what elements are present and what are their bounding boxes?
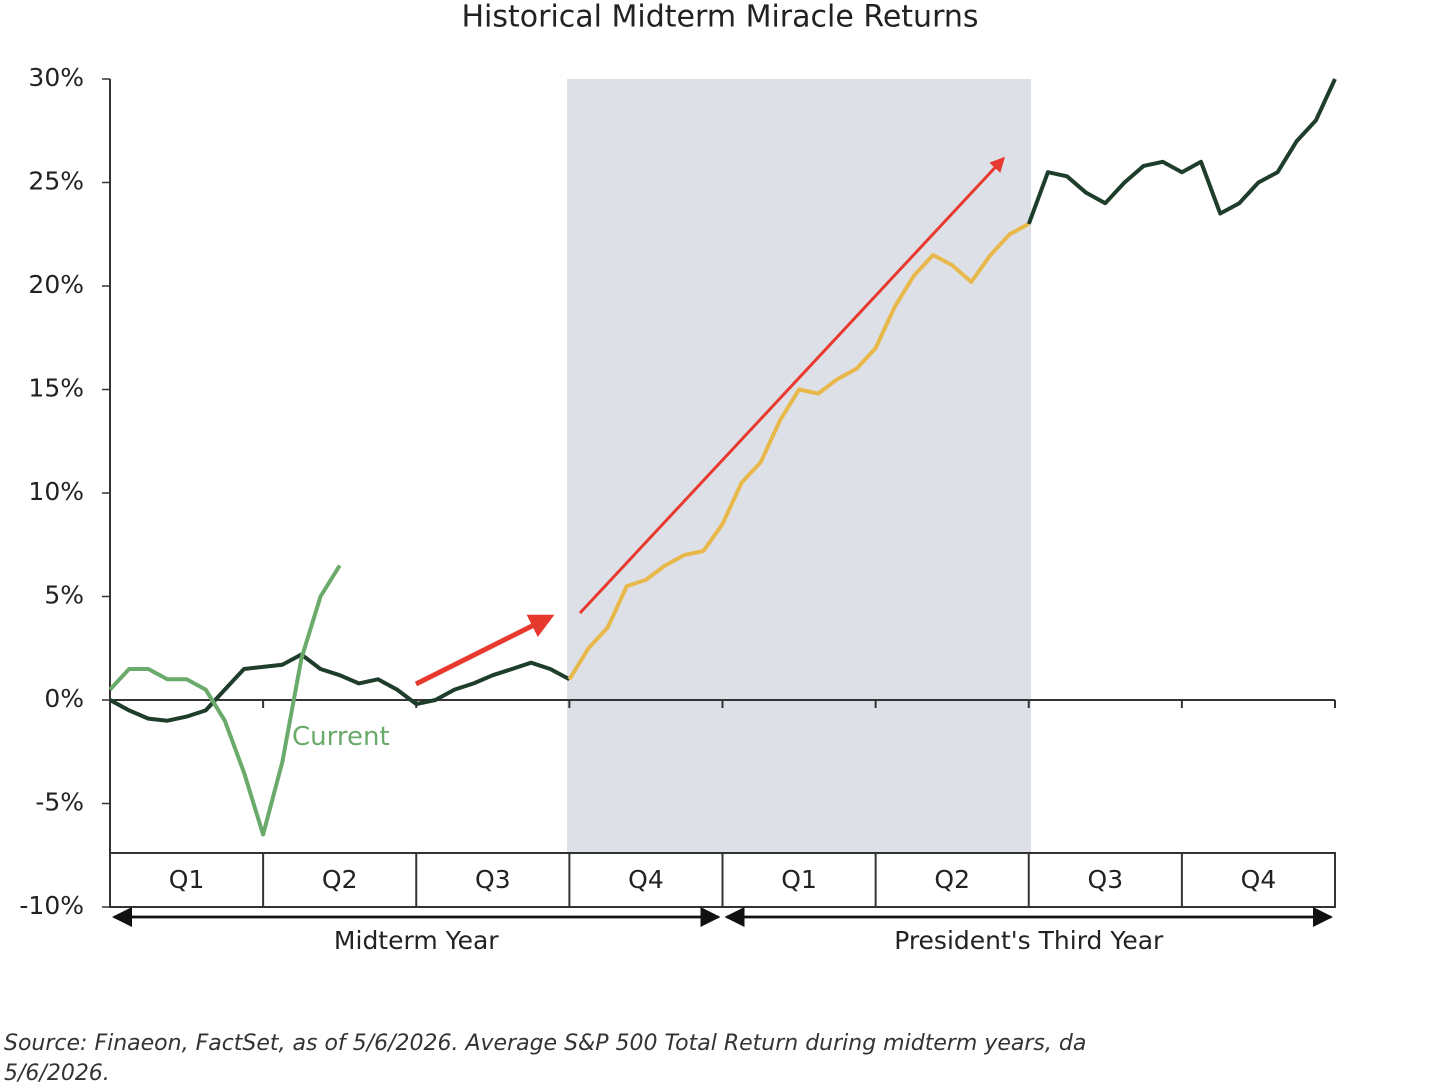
quarter-label: Q3 <box>1088 865 1124 894</box>
y-tick-label: 30% <box>28 63 84 92</box>
quarter-label: Q4 <box>628 865 664 894</box>
quarter-label: Q2 <box>934 865 970 894</box>
y-tick-label: 0% <box>44 684 84 713</box>
series-label: Current <box>292 722 390 752</box>
chart-title: Historical Midterm Miracle Returns <box>461 0 978 35</box>
annotation-arrow <box>414 614 555 687</box>
period-label: President's Third Year <box>894 926 1164 955</box>
annotation-arrow <box>578 156 1006 615</box>
quarter-label: Q1 <box>169 865 205 894</box>
series-line <box>567 222 1030 681</box>
series-line <box>108 564 342 837</box>
series-line <box>109 652 571 723</box>
highlight-region <box>567 79 1031 853</box>
y-tick-label: 5% <box>44 581 84 610</box>
y-tick-label: 15% <box>28 374 84 403</box>
quarter-label: Q2 <box>322 865 358 894</box>
y-tick-label: -5% <box>35 788 84 817</box>
quarter-label: Q1 <box>781 865 817 894</box>
y-tick-label: 20% <box>28 270 84 299</box>
y-tick-label: 10% <box>28 477 84 506</box>
period-label: Midterm Year <box>334 926 499 955</box>
source-note: 5/6/2026. <box>4 1061 110 1086</box>
quarter-label: Q3 <box>475 865 511 894</box>
series-line <box>1026 78 1337 225</box>
source-note: Source: Finaeon, FactSet, as of 5/6/2026… <box>4 1031 1086 1056</box>
quarter-label: Q4 <box>1241 865 1277 894</box>
y-tick-label: 25% <box>28 167 84 196</box>
y-tick-label: -10% <box>19 891 84 920</box>
